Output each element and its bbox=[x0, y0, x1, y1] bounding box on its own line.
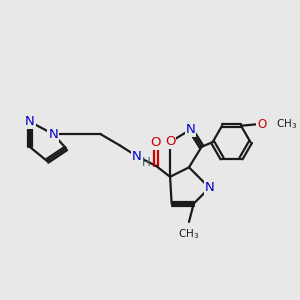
Text: N: N bbox=[49, 128, 58, 141]
Text: N: N bbox=[25, 115, 34, 128]
Text: O: O bbox=[257, 118, 266, 131]
Text: CH$_3$: CH$_3$ bbox=[276, 117, 297, 131]
Text: O: O bbox=[150, 136, 160, 148]
Text: N: N bbox=[132, 150, 142, 163]
Text: H: H bbox=[141, 156, 150, 169]
Text: N: N bbox=[205, 181, 215, 194]
Text: CH$_3$: CH$_3$ bbox=[178, 228, 200, 242]
Text: N: N bbox=[186, 123, 195, 136]
Text: O: O bbox=[165, 135, 175, 148]
